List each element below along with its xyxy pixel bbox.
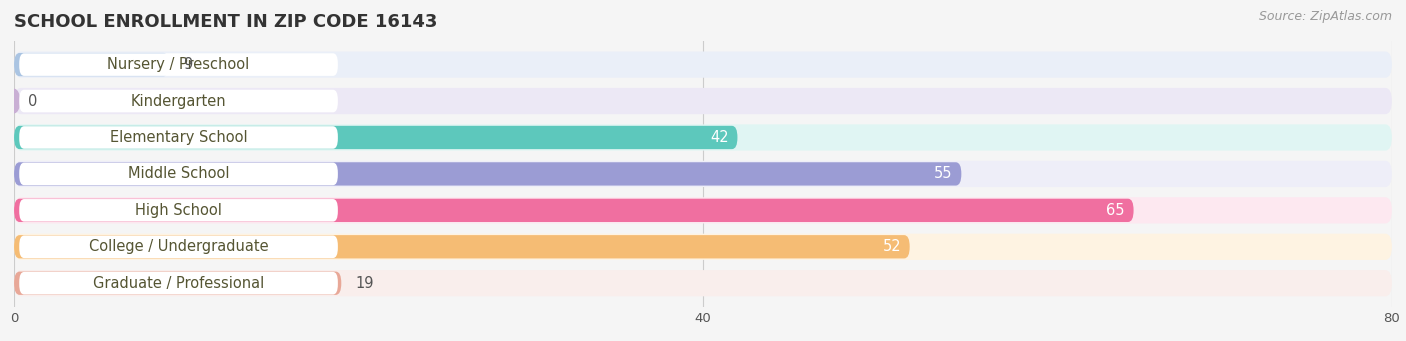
- Text: 52: 52: [883, 239, 901, 254]
- FancyBboxPatch shape: [14, 88, 1392, 114]
- Text: 55: 55: [934, 166, 953, 181]
- FancyBboxPatch shape: [14, 124, 1392, 151]
- FancyBboxPatch shape: [14, 51, 1392, 78]
- FancyBboxPatch shape: [14, 235, 910, 258]
- Text: Graduate / Professional: Graduate / Professional: [93, 276, 264, 291]
- FancyBboxPatch shape: [14, 53, 169, 76]
- Text: Nursery / Preschool: Nursery / Preschool: [107, 57, 250, 72]
- Text: 19: 19: [356, 276, 374, 291]
- Text: Kindergarten: Kindergarten: [131, 93, 226, 108]
- FancyBboxPatch shape: [20, 53, 337, 76]
- Text: High School: High School: [135, 203, 222, 218]
- Circle shape: [8, 89, 20, 113]
- Text: 42: 42: [710, 130, 728, 145]
- Text: 65: 65: [1107, 203, 1125, 218]
- FancyBboxPatch shape: [20, 126, 337, 149]
- FancyBboxPatch shape: [14, 161, 1392, 187]
- Text: College / Undergraduate: College / Undergraduate: [89, 239, 269, 254]
- FancyBboxPatch shape: [14, 234, 1392, 260]
- FancyBboxPatch shape: [14, 271, 342, 295]
- FancyBboxPatch shape: [20, 163, 337, 185]
- Text: Middle School: Middle School: [128, 166, 229, 181]
- FancyBboxPatch shape: [14, 197, 1392, 223]
- FancyBboxPatch shape: [14, 126, 738, 149]
- Text: 9: 9: [183, 57, 193, 72]
- FancyBboxPatch shape: [14, 270, 1392, 296]
- FancyBboxPatch shape: [20, 272, 337, 295]
- FancyBboxPatch shape: [20, 90, 337, 112]
- FancyBboxPatch shape: [14, 199, 1133, 222]
- FancyBboxPatch shape: [20, 236, 337, 258]
- Text: SCHOOL ENROLLMENT IN ZIP CODE 16143: SCHOOL ENROLLMENT IN ZIP CODE 16143: [14, 13, 437, 31]
- Text: 0: 0: [28, 93, 37, 108]
- FancyBboxPatch shape: [20, 199, 337, 222]
- Text: Elementary School: Elementary School: [110, 130, 247, 145]
- FancyBboxPatch shape: [14, 162, 962, 186]
- Text: Source: ZipAtlas.com: Source: ZipAtlas.com: [1258, 10, 1392, 23]
